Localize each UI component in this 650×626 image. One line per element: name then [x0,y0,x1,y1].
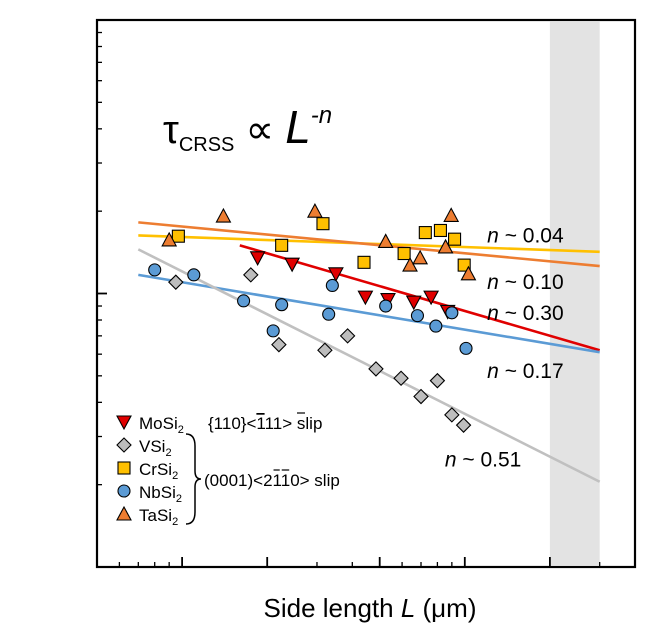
point-nbsi2-8 [411,310,423,322]
point-mosi2-1 [285,258,299,271]
point-nbsi2-7 [380,300,392,312]
point-tasi2-3 [379,234,393,247]
legend-marker-vsi2 [117,438,131,452]
point-crsi2-6 [434,224,446,236]
legend-label-crsi2: CrSi2 [139,460,178,482]
point-nbsi2-1 [188,269,200,281]
point-nbsi2-9 [430,320,442,332]
point-nbsi2-6 [326,279,338,291]
point-tasi2-7 [444,208,458,221]
point-vsi2-1 [244,268,258,282]
point-vsi2-8 [430,374,444,388]
point-nbsi2-3 [267,325,279,337]
point-nbsi2-4 [276,299,288,311]
legend-label-vsi2: VSi2 [139,437,172,459]
fit-label-mosi2: n ~ 0.30 [487,302,563,325]
point-crsi2-2 [317,218,329,230]
legend-marker-tasi2 [117,507,131,520]
legend-label-nbsi2: NbSi2 [139,483,182,505]
point-mosi2-3 [358,291,372,304]
legend-label-mosi2: MoSi2 [139,414,184,436]
fit-label-crsi2: n ~ 0.04 [487,224,564,247]
point-crsi2-7 [449,233,461,245]
legend-marker-mosi2 [117,416,131,429]
legend-hex-slip: (0001)<2110> slip [204,471,340,490]
point-vsi2-4 [341,329,355,343]
x-axis-label: Side length L (μm) [264,593,477,623]
point-nbsi2-5 [323,308,335,320]
fit-label-vsi2: n ~ 0.51 [445,449,521,472]
fit-label-tasi2: n ~ 0.10 [487,271,563,294]
point-crsi2-1 [276,239,288,251]
point-vsi2-10 [457,418,471,432]
point-crsi2-3 [358,256,370,268]
point-nbsi2-11 [460,342,472,354]
scaling-law-annotation: τCRSS ∝ L-n [163,101,332,156]
point-vsi2-0 [169,275,183,289]
point-crsi2-5 [419,227,431,239]
point-mosi2-0 [251,252,265,265]
point-vsi2-5 [369,362,383,376]
point-vsi2-7 [414,390,428,404]
point-tasi2-1 [216,209,230,222]
legend-label-tasi2: TaSi2 [139,506,178,528]
point-tasi2-2 [308,204,322,217]
point-tasi2-5 [413,251,427,264]
point-crsi2-0 [172,230,184,242]
point-nbsi2-2 [238,295,250,307]
legend-mo-slip: {110}<111> slip [208,414,322,433]
point-crsi2-4 [398,248,410,260]
legend-marker-crsi2 [118,462,130,474]
point-nbsi2-10 [446,307,458,319]
fit-label-nbsi2: n ~ 0.17 [487,360,563,383]
point-nbsi2-0 [149,264,161,276]
point-vsi2-2 [272,338,286,352]
legend-marker-nbsi2 [118,485,130,497]
legend-brace [186,434,201,524]
point-mosi2-5 [407,296,421,309]
